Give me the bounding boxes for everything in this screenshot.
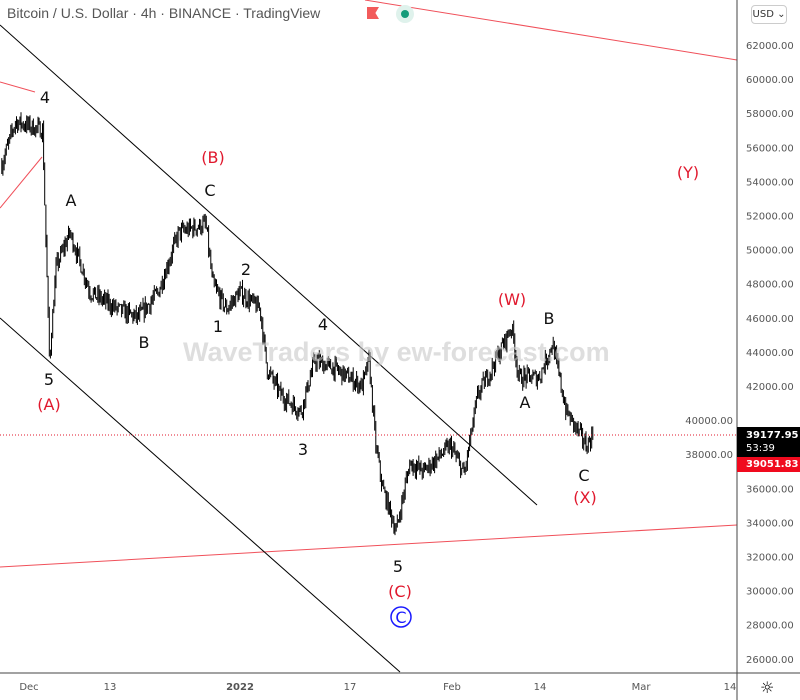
time-axis[interactable]: Dec 13 2022 17 Feb 14 Mar 14: [19, 682, 736, 693]
price-tick: 38000.00: [685, 450, 733, 461]
wave-label: B: [139, 333, 150, 352]
price-tick: 52000.00: [746, 212, 794, 223]
candles: [1, 112, 594, 536]
wave-labels: 4 5 (A) A B (B) C 1 2 3 4 5 (C) C (W) A B C (X) (Y): [37, 88, 699, 628]
price-tick: 60000.00: [746, 75, 794, 86]
time-tick: 13: [104, 682, 117, 693]
wave-label: B: [544, 309, 555, 328]
price-axis[interactable]: 26000.00 28000.00 30000.00 32000.00 34000.00…: [685, 41, 793, 666]
wave-circle-icon: [390, 606, 412, 628]
last-price: 39177.95: [746, 430, 799, 441]
price-tick: 36000.00: [746, 484, 794, 495]
time-tick: Dec: [19, 682, 38, 693]
red-short-line[interactable]: [0, 81, 36, 93]
time-tick: Feb: [443, 682, 461, 693]
wave-label: C: [204, 181, 215, 200]
countdown: 53:39: [746, 443, 775, 454]
price-tick: 54000.00: [746, 177, 794, 188]
currency-select[interactable]: USD ⌄: [751, 5, 787, 24]
time-tick: Mar: [632, 682, 652, 693]
price-tick: 26000.00: [746, 655, 794, 666]
watermark: WaveTraders by ew-forecast.com: [183, 337, 610, 367]
price-tick: 32000.00: [746, 553, 794, 564]
red-resistance-line[interactable]: [364, 0, 738, 61]
price-tick: 30000.00: [746, 587, 794, 598]
wave-label: 2: [241, 260, 251, 279]
time-tick: 2022: [226, 682, 254, 693]
time-tick: 17: [344, 682, 357, 693]
symbol-title[interactable]: Bitcoin / U.S. Dollar · 4h · BINANCE · T…: [7, 5, 321, 21]
red-support-line[interactable]: [0, 524, 738, 568]
price-tick: 34000.00: [746, 518, 794, 529]
wave-label: 4: [318, 315, 328, 334]
flag-icon[interactable]: [367, 7, 379, 19]
wave-label: (A): [37, 395, 60, 414]
wave-label: A: [66, 191, 77, 210]
wave-label: C: [395, 608, 406, 627]
price-tick: 46000.00: [746, 314, 794, 325]
price-tick: 40000.00: [685, 416, 733, 427]
price-tick: 28000.00: [746, 621, 794, 632]
red-short-line-2[interactable]: [0, 156, 43, 209]
price-tick: 44000.00: [746, 348, 794, 359]
price-tick: 42000.00: [746, 382, 794, 393]
price-tick: 50000.00: [746, 246, 794, 257]
live-dot-icon: [396, 5, 414, 23]
wave-label: C: [578, 466, 589, 485]
price-tick: 56000.00: [746, 143, 794, 154]
wave-label: 5: [393, 557, 403, 576]
wave-label: 5: [44, 370, 54, 389]
price-tick: 62000.00: [746, 41, 794, 52]
wave-label: (C): [388, 582, 412, 601]
wave-label: (X): [573, 488, 596, 507]
price-tick: 58000.00: [746, 109, 794, 120]
last-price-badge: 39177.95 53:39: [737, 427, 800, 457]
price-tick: 48000.00: [746, 280, 794, 291]
reference-price-badge: 39051.83: [737, 457, 800, 472]
wave-label: (Y): [677, 163, 699, 182]
channel-lower-line[interactable]: [0, 317, 401, 673]
wave-label: 3: [298, 440, 308, 459]
time-tick: 14: [724, 682, 737, 693]
wave-label: 4: [40, 88, 50, 107]
trendlines[interactable]: [0, 0, 738, 673]
wave-label: 1: [213, 317, 223, 336]
wave-label: (W): [498, 290, 526, 309]
settings-icon[interactable]: ☼: [760, 678, 775, 697]
time-tick: 14: [534, 682, 547, 693]
wave-label: A: [520, 393, 531, 412]
channel-upper-line[interactable]: [0, 24, 538, 506]
wave-label: (B): [201, 148, 224, 167]
